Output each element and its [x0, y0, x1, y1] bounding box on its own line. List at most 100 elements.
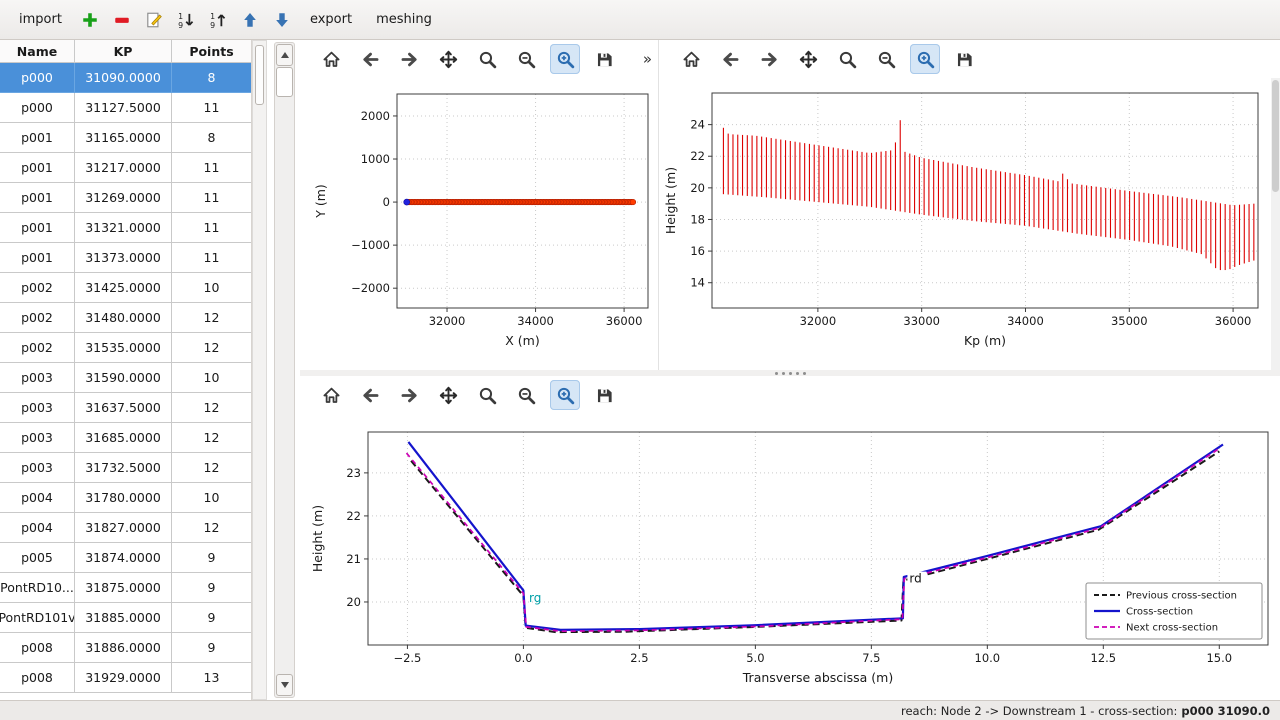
- column-header-points[interactable]: Points: [172, 40, 251, 63]
- pan-button[interactable]: [433, 44, 463, 74]
- home-button[interactable]: [316, 44, 346, 74]
- svg-text:rd: rd: [909, 572, 921, 586]
- back-button[interactable]: [355, 380, 385, 410]
- customize-button[interactable]: [550, 44, 580, 74]
- cross-section-table[interactable]: Name KP Points p000 31090.0000 8 p000 31127.50…: [0, 40, 252, 700]
- table-row[interactable]: p008 31929.0000 13: [0, 663, 251, 693]
- pan-button[interactable]: [793, 44, 823, 74]
- column-header-name[interactable]: Name: [0, 40, 75, 63]
- table-cell: 31373.0000: [75, 243, 172, 273]
- svg-text:9: 9: [178, 20, 183, 28]
- svg-text:5.0: 5.0: [746, 651, 764, 665]
- chart-plan_view[interactable]: 32000 34000 36000 −2000 −1000 0 1000 2000 X (m) Y…: [300, 78, 658, 370]
- table-cell: PontRD101v: [0, 603, 75, 633]
- home-button[interactable]: [316, 380, 346, 410]
- save-button[interactable]: [589, 44, 619, 74]
- import-button[interactable]: import: [19, 12, 62, 27]
- save-button[interactable]: [589, 380, 619, 410]
- back-button[interactable]: [715, 44, 745, 74]
- svg-text:22: 22: [346, 509, 361, 523]
- figure-plan-view: 32000 34000 36000 −2000 −1000 0 1000 2000 X (m) Y…: [300, 78, 658, 370]
- table-cell: 31885.0000: [75, 603, 172, 633]
- move-up-button[interactable]: [237, 7, 263, 33]
- table-row[interactable]: p003 31732.5000 12: [0, 453, 251, 483]
- table-row[interactable]: p003 31685.0000 12: [0, 423, 251, 453]
- table-cell: 8: [172, 63, 251, 93]
- table-row[interactable]: p003 31590.0000 10: [0, 363, 251, 393]
- svg-text:2000: 2000: [361, 109, 390, 123]
- subplots-button[interactable]: [511, 44, 541, 74]
- table-row[interactable]: PontRD10... 31875.0000 9: [0, 573, 251, 603]
- home-icon: [682, 50, 701, 69]
- panel-scrollbar[interactable]: [274, 42, 295, 698]
- forward-button[interactable]: [754, 44, 784, 74]
- svg-text:34000: 34000: [517, 314, 554, 328]
- meshing-button[interactable]: meshing: [376, 12, 432, 27]
- table-cell: 11: [172, 153, 251, 183]
- app-toolbar: import 1 9 1 9 export meshing: [0, 0, 1280, 40]
- save-button[interactable]: [949, 44, 979, 74]
- subplots-button[interactable]: [511, 380, 541, 410]
- table-row[interactable]: p001 31373.0000 11: [0, 243, 251, 273]
- table-cell: 13: [172, 663, 251, 693]
- scroll-up-button[interactable]: [276, 44, 293, 66]
- table-cell: 31127.5000: [75, 93, 172, 123]
- table-row[interactable]: p000 31090.0000 8: [0, 63, 251, 93]
- horizontal-splitter[interactable]: [300, 370, 1280, 376]
- right-scrollbar[interactable]: [1271, 78, 1280, 370]
- save-icon: [955, 50, 974, 69]
- chart-cross_section[interactable]: −2.5 0.0 2.5 5.0 7.5 10.0 12.5 15.0 20 21 22 23 Tran…: [300, 414, 1278, 700]
- table-row[interactable]: p001 31217.0000 11: [0, 153, 251, 183]
- edit-cross-section-button[interactable]: [141, 7, 167, 33]
- home-button[interactable]: [676, 44, 706, 74]
- table-row[interactable]: p002 31425.0000 10: [0, 273, 251, 303]
- column-header-kp[interactable]: KP: [75, 40, 172, 63]
- svg-text:1: 1: [210, 11, 215, 20]
- table-cell: p001: [0, 213, 75, 243]
- customize-button[interactable]: [550, 380, 580, 410]
- svg-text:Cross-section: Cross-section: [1126, 607, 1193, 618]
- table-row[interactable]: p001 31165.0000 8: [0, 123, 251, 153]
- forward-button[interactable]: [394, 380, 424, 410]
- zoom-button[interactable]: [832, 44, 862, 74]
- customize-button[interactable]: [910, 44, 940, 74]
- add-cross-section-button[interactable]: [77, 7, 103, 33]
- pan-button[interactable]: [433, 380, 463, 410]
- svg-text:Transverse abscissa (m): Transverse abscissa (m): [742, 670, 893, 685]
- table-row[interactable]: p003 31637.5000 12: [0, 393, 251, 423]
- table-row[interactable]: p002 31480.0000 12: [0, 303, 251, 333]
- table-row[interactable]: p004 31827.0000 12: [0, 513, 251, 543]
- back-icon: [361, 50, 380, 69]
- scroll-down-button[interactable]: [276, 674, 293, 696]
- table-row[interactable]: p001 31321.0000 11: [0, 213, 251, 243]
- chart-long_profile[interactable]: 32000 33000 34000 35000 36000 14 16 18 20 22 24 Kp …: [660, 78, 1278, 370]
- table-scrollbar-thumb[interactable]: [255, 45, 264, 105]
- zoom-button[interactable]: [472, 44, 502, 74]
- svg-text:1: 1: [178, 11, 183, 20]
- table-row[interactable]: p000 31127.5000 11: [0, 93, 251, 123]
- move-down-button[interactable]: [269, 7, 295, 33]
- panel-scrollbar-thumb[interactable]: [276, 67, 293, 97]
- svg-text:14: 14: [690, 276, 705, 290]
- table-row[interactable]: p008 31886.0000 9: [0, 633, 251, 663]
- remove-cross-section-button[interactable]: [109, 7, 135, 33]
- table-row[interactable]: p004 31780.0000 10: [0, 483, 251, 513]
- toolbar-overflow-chevron[interactable]: »: [642, 50, 652, 68]
- table-row[interactable]: p002 31535.0000 12: [0, 333, 251, 363]
- table-cell: 11: [172, 243, 251, 273]
- table-row[interactable]: p005 31874.0000 9: [0, 543, 251, 573]
- table-cell: p002: [0, 303, 75, 333]
- back-button[interactable]: [355, 44, 385, 74]
- table-scrollbar[interactable]: [252, 40, 267, 700]
- export-button[interactable]: export: [309, 12, 353, 27]
- right-scrollbar-thumb[interactable]: [1272, 80, 1279, 192]
- table-cell: 31480.0000: [75, 303, 172, 333]
- forward-button[interactable]: [394, 44, 424, 74]
- table-row[interactable]: PontRD101v 31885.0000 9: [0, 603, 251, 633]
- table-row[interactable]: p001 31269.0000 11: [0, 183, 251, 213]
- table-cell: 31165.0000: [75, 123, 172, 153]
- subplots-button[interactable]: [871, 44, 901, 74]
- zoom-button[interactable]: [472, 380, 502, 410]
